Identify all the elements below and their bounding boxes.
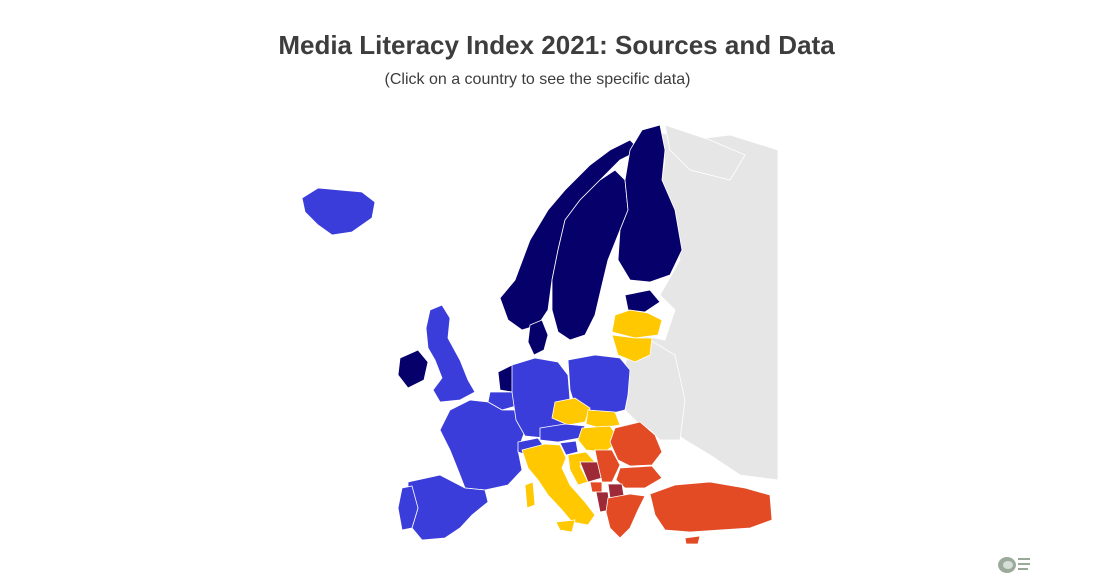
country-sardinia[interactable] — [524, 481, 536, 509]
country-bulgaria[interactable] — [615, 465, 663, 489]
country-serbia[interactable] — [594, 449, 621, 483]
country-estonia[interactable] — [624, 289, 661, 313]
country-lithuania[interactable] — [611, 334, 653, 363]
country-romania[interactable] — [609, 421, 663, 467]
country-united-kingdom[interactable] — [425, 304, 476, 403]
country-cyprus[interactable] — [684, 535, 701, 545]
country-slovakia[interactable] — [585, 409, 621, 429]
country-czech-republic[interactable] — [551, 397, 591, 426]
country-croatia[interactable] — [567, 451, 596, 486]
country-france[interactable] — [439, 399, 527, 491]
country-montenegro[interactable] — [589, 481, 603, 493]
country-iceland[interactable] — [301, 187, 376, 236]
country-denmark[interactable] — [527, 319, 549, 356]
country-portugal[interactable] — [397, 485, 419, 531]
europe-map — [301, 124, 779, 545]
country-finland[interactable] — [617, 124, 683, 283]
country-turkey[interactable] — [649, 481, 773, 533]
logo-icon — [998, 557, 1030, 573]
country-belgium[interactable] — [487, 391, 517, 411]
country-sicily[interactable] — [555, 519, 576, 533]
country-slovenia[interactable] — [559, 440, 579, 456]
country-italy[interactable] — [521, 443, 596, 526]
country-latvia[interactable] — [611, 309, 663, 339]
page-title: Media Literacy Index 2021: Sources and D… — [278, 30, 835, 60]
country-sweden[interactable] — [551, 169, 629, 341]
country-ireland[interactable] — [397, 349, 429, 389]
kola-region — [664, 124, 746, 181]
country-greece[interactable] — [605, 493, 646, 539]
page-subtitle: (Click on a country to see the specific … — [384, 71, 691, 88]
